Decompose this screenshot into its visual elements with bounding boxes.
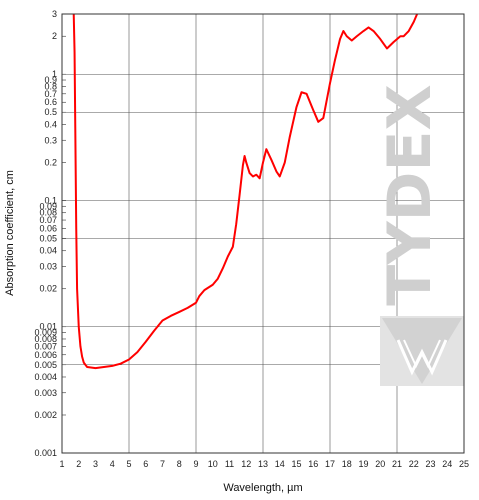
x-tick-label: 6 xyxy=(143,459,148,469)
grid xyxy=(62,14,464,453)
y-tick-label: 0.03 xyxy=(39,262,57,272)
y-tick-label: 0.5 xyxy=(44,107,57,117)
y-tick-label: 0.01 xyxy=(39,322,57,332)
tydex-watermark: TYDEX xyxy=(375,84,464,386)
x-axis-label: Wavelength, µm xyxy=(223,482,302,494)
x-tick-label: 25 xyxy=(459,459,469,469)
tydex-logo-icon xyxy=(380,316,464,386)
x-tick-label: 3 xyxy=(93,459,98,469)
x-tick-label: 2 xyxy=(76,459,81,469)
y-tick-label: 0.09 xyxy=(39,201,57,211)
plot-frame xyxy=(61,13,465,454)
y-tick-label: 0.008 xyxy=(34,334,57,344)
x-tick-label: 15 xyxy=(291,459,301,469)
y-tick-label: 0.006 xyxy=(34,350,57,360)
y-tick-label: 3 xyxy=(52,9,57,19)
y-tick-label: 0.9 xyxy=(44,75,57,85)
x-tick-label: 1 xyxy=(59,459,64,469)
y-tick-label: 0.7 xyxy=(44,89,57,99)
x-tick-label: 12 xyxy=(241,459,251,469)
y-tick-label: 0.009 xyxy=(34,328,57,338)
y-tick-label: 0.002 xyxy=(34,410,57,420)
x-tick-label: 11 xyxy=(225,459,234,469)
y-tick-label: 2 xyxy=(52,31,57,41)
x-tick-label: 7 xyxy=(160,459,165,469)
x-tick-label: 14 xyxy=(275,459,285,469)
y-tick-label: 0.3 xyxy=(44,135,57,145)
y-tick-label: 0.003 xyxy=(34,388,57,398)
y-tick-label: 0.007 xyxy=(34,341,57,351)
y-tick-label: 0.08 xyxy=(39,208,57,218)
x-tick-label: 5 xyxy=(126,459,131,469)
x-tick-label: 21 xyxy=(392,459,402,469)
x-tick-label: 17 xyxy=(325,459,335,469)
y-tick-label: 0.02 xyxy=(39,284,57,294)
y-tick-label: 0.8 xyxy=(44,81,57,91)
y-tick-label: 0.05 xyxy=(39,233,57,243)
y-tick-label: 0.005 xyxy=(34,360,57,370)
y-tick-label: 0.6 xyxy=(44,97,57,107)
y-tick-label: 0.4 xyxy=(44,119,57,129)
absorption-curve xyxy=(72,13,419,370)
x-tick-label: 8 xyxy=(177,459,182,469)
x-tick-label: 19 xyxy=(358,459,368,469)
y-tick-label: 0.06 xyxy=(39,224,57,234)
x-tick-label: 13 xyxy=(258,459,268,469)
x-tick-label: 24 xyxy=(442,459,452,469)
x-tick-label: 10 xyxy=(208,459,218,469)
y-tick-label: 0.2 xyxy=(44,157,57,167)
y-tick-label: 0.1 xyxy=(44,195,57,205)
y-tick-label: 0.001 xyxy=(34,448,57,458)
y-tick-label: 1 xyxy=(52,69,57,79)
x-tick-label: 20 xyxy=(375,459,385,469)
x-tick-label: 9 xyxy=(193,459,198,469)
y-tick-label: 0.07 xyxy=(39,215,57,225)
y-axis-label: Absorption coefficient, cm xyxy=(4,170,16,296)
y-tick-label: 0.004 xyxy=(34,372,57,382)
tick-labels: 1 2 3 4 5 6 7 8 9 10 11 12 13 14 15 16 17 18 19 20 21 22 23 24 2… xyxy=(34,9,469,469)
x-tick-label: 18 xyxy=(342,459,352,469)
y-tick-label: 0.04 xyxy=(39,246,57,256)
x-tick-label: 23 xyxy=(425,459,435,469)
x-tick-label: 16 xyxy=(308,459,318,469)
tydex-watermark-text: TYDEX xyxy=(375,84,445,305)
x-tick-label: 22 xyxy=(409,459,419,469)
x-tick-label: 4 xyxy=(110,459,115,469)
